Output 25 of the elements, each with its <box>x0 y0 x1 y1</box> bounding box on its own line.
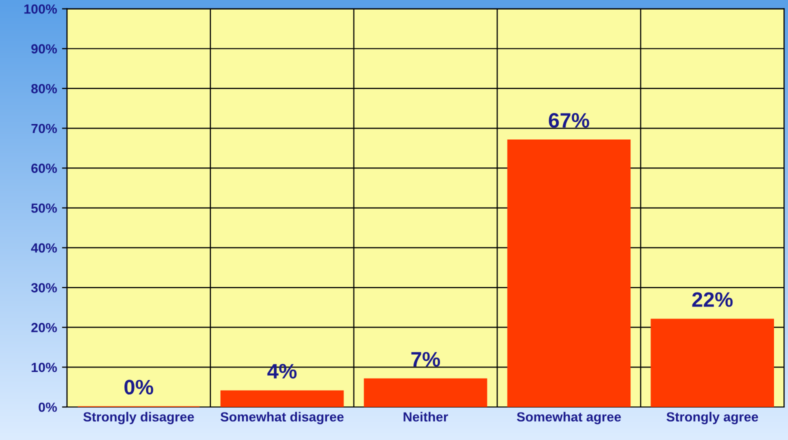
y-tick-label: 80% <box>31 84 57 94</box>
x-tick-label: Somewhat agree <box>516 412 621 424</box>
y-tick-label: 90% <box>31 44 57 54</box>
x-tick-label: Neither <box>404 412 448 422</box>
x-tick-label: Strongly agree <box>666 412 758 424</box>
y-tick-label: 20% <box>31 322 57 332</box>
data-label: 7% <box>411 352 440 367</box>
y-tick-label: 50% <box>31 203 57 213</box>
data-label: 22% <box>692 292 733 307</box>
y-tick-label: 70% <box>31 124 57 134</box>
bar <box>220 390 344 407</box>
y-tick-label: 100% <box>24 4 57 14</box>
y-tick-label: 40% <box>31 243 57 253</box>
data-label: 67% <box>548 113 590 128</box>
y-tick-label: 60% <box>31 164 57 173</box>
y-tick-label: 0% <box>38 402 57 412</box>
x-tick-label: Strongly disagree <box>83 412 194 424</box>
x-tick-label: Somewhat disagree <box>220 412 344 424</box>
data-label: 0% <box>124 380 154 395</box>
y-tick-label: 30% <box>31 283 57 292</box>
y-tick-label: 10% <box>32 362 57 372</box>
data-label: 4% <box>267 364 297 379</box>
bar <box>650 318 774 407</box>
bar <box>364 378 488 407</box>
bar <box>507 140 631 407</box>
